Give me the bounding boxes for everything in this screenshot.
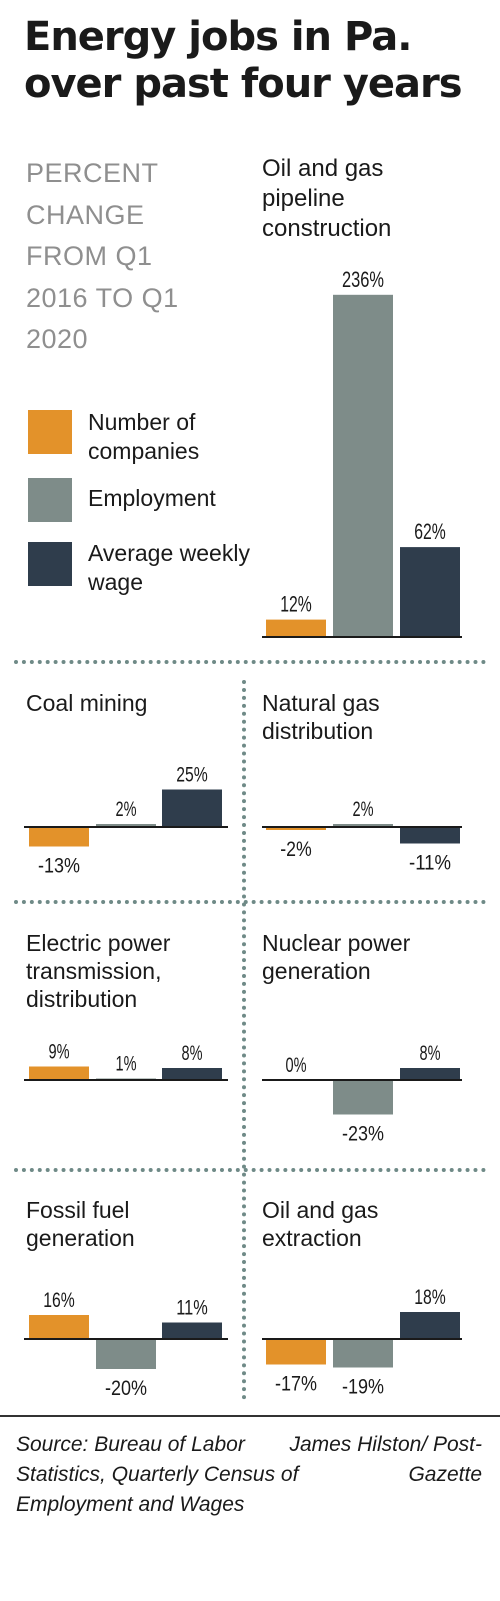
data-label-wage: -11%	[409, 852, 451, 875]
panel-title-nuclear: Nuclear power generation	[262, 930, 411, 984]
bar-employment	[333, 1339, 393, 1368]
bar-wage	[162, 789, 222, 827]
panel-title-extraction: Oil and gas extraction	[262, 1197, 379, 1251]
bar-wage	[400, 1312, 460, 1339]
data-label-companies: -2%	[280, 838, 312, 861]
data-label-employment: -23%	[342, 1123, 384, 1146]
legend-label-employment: Employment	[88, 485, 216, 511]
bar-employment	[96, 824, 156, 827]
panel-title-fossil: Fossil fuel generation	[26, 1197, 135, 1251]
data-label-companies: 9%	[49, 1041, 70, 1064]
separator-horizontal	[14, 900, 486, 904]
data-label-companies: -13%	[38, 855, 80, 878]
panel-title-pipeline: Oil and gas pipeline construction	[262, 155, 392, 242]
separator-vertical	[242, 680, 246, 1400]
panel-title-electric: Electric power transmission, distributio…	[26, 930, 171, 1012]
bar-companies	[29, 1066, 89, 1080]
bar-employment	[333, 1080, 393, 1115]
bar-wage	[400, 547, 460, 637]
bar-employment	[333, 824, 393, 827]
separator-horizontal	[14, 1168, 486, 1172]
panel-title-natural-gas: Natural gas distribution	[262, 690, 380, 744]
credit: James Hilston/ Post-Gazette	[289, 1433, 482, 1486]
legend-label-companies: Number of companies	[88, 409, 200, 464]
data-label-employment: 236%	[342, 267, 384, 292]
bar-panel: -2% 2% -11%	[262, 798, 462, 875]
legend-label-wage: Average weekly wage	[88, 540, 250, 595]
bar-companies	[266, 1339, 326, 1365]
data-label-employment: 2%	[353, 798, 374, 821]
bar-panel: 16% -20% 11%	[24, 1289, 228, 1400]
legend-swatch-employment	[28, 478, 72, 522]
bar-wage	[400, 1068, 460, 1080]
data-label-companies: -17%	[275, 1373, 317, 1396]
bar-panel: 0% -23% 8%	[262, 1042, 462, 1146]
page-title: Energy jobs in Pa. over past four years	[24, 14, 463, 107]
legend-swatch-wage	[28, 542, 72, 586]
bar-wage	[162, 1322, 222, 1339]
bar-panel: -13% 2% 25%	[24, 764, 228, 878]
data-label-companies: 0%	[286, 1054, 307, 1077]
separator-horizontal	[14, 660, 486, 664]
subtitle: PERCENT CHANGE FROM Q1 2016 TO Q1 2020	[26, 158, 179, 354]
bar-wage	[400, 827, 460, 844]
panel-title-coal: Coal mining	[26, 690, 148, 716]
bar-companies	[29, 827, 89, 847]
bar-employment	[333, 294, 393, 637]
data-label-wage: 8%	[182, 1042, 203, 1065]
bar-companies	[29, 1315, 89, 1339]
data-label-companies: 12%	[280, 592, 312, 617]
data-label-wage: 18%	[414, 1286, 446, 1309]
data-label-wage: 25%	[176, 764, 208, 787]
data-label-employment: -20%	[105, 1377, 147, 1400]
data-label-wage: 62%	[414, 519, 446, 544]
bar-panel: 9% 1% 8%	[24, 1041, 228, 1081]
bar-panel: 12% 236% 62%	[262, 267, 462, 638]
bar-employment	[96, 1339, 156, 1369]
data-label-wage: 11%	[176, 1297, 208, 1320]
source-note: Source: Bureau of Labor Statistics, Quar…	[16, 1433, 299, 1516]
bar-companies	[266, 619, 326, 637]
data-label-companies: 16%	[43, 1289, 75, 1312]
bar-panel: -17% -19% 18%	[262, 1286, 462, 1399]
footer-rule	[0, 1415, 500, 1417]
data-label-employment: 1%	[116, 1053, 137, 1076]
data-label-employment: 2%	[116, 798, 137, 821]
legend-swatch-companies	[28, 410, 72, 454]
bar-wage	[162, 1068, 222, 1080]
data-label-wage: 8%	[420, 1042, 441, 1065]
bar-companies	[266, 827, 326, 830]
data-label-employment: -19%	[342, 1376, 384, 1399]
